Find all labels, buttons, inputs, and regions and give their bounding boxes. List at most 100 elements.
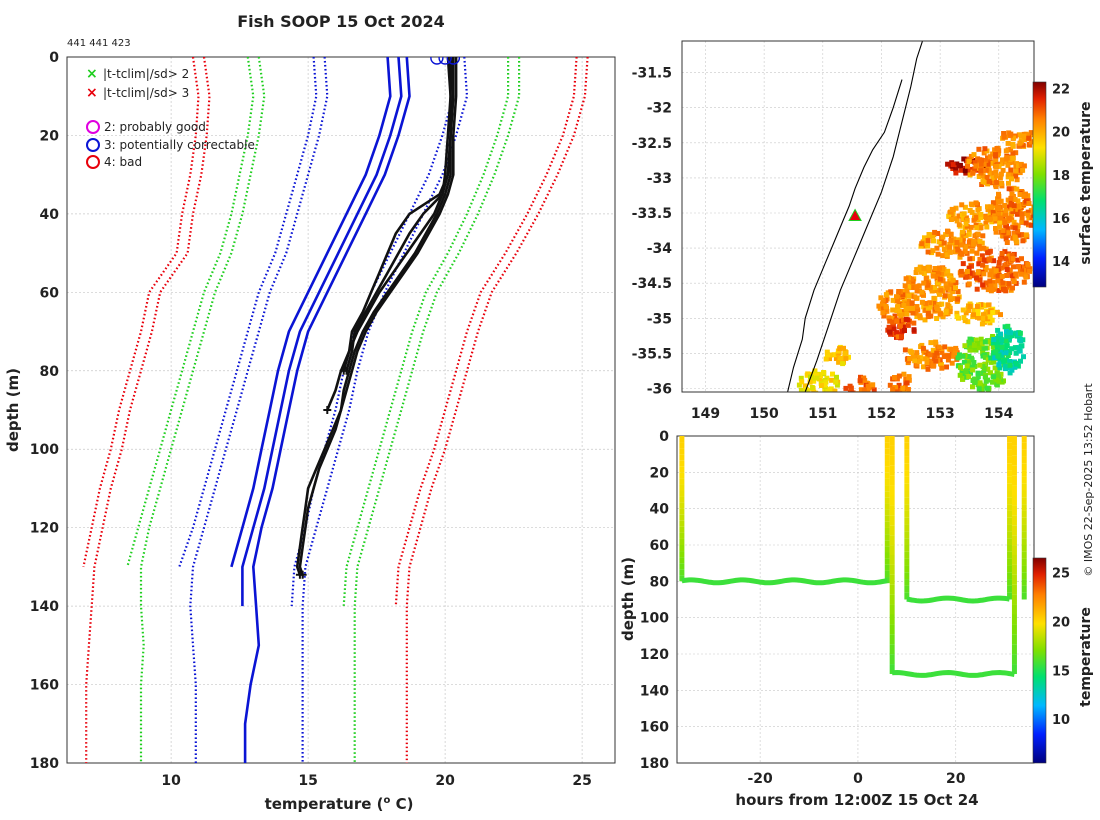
map-sst-cell bbox=[914, 288, 920, 294]
map-sst-cell bbox=[1003, 208, 1009, 214]
profile-ytick-label: 140 bbox=[30, 599, 59, 615]
profile-ylabel: depth (m) bbox=[4, 368, 22, 452]
map-sst-cell bbox=[1009, 367, 1015, 373]
map-sst-cell bbox=[1016, 163, 1021, 169]
map-sst-cell bbox=[979, 341, 985, 347]
map-sst-cell bbox=[1010, 256, 1016, 262]
map-sst-cell bbox=[932, 285, 938, 290]
map-sst-cell bbox=[919, 289, 925, 295]
map-sst-cell bbox=[1031, 204, 1034, 210]
map-sst-cell bbox=[1028, 130, 1034, 136]
map-sst-cell bbox=[831, 352, 837, 358]
map-sst-cell bbox=[899, 334, 904, 340]
map-sst-cell bbox=[994, 164, 1000, 170]
map-sst-cell bbox=[968, 370, 973, 376]
map-sst-cell bbox=[1015, 209, 1021, 215]
map-sst-cell bbox=[1011, 185, 1017, 191]
map-sst-cell bbox=[999, 157, 1005, 163]
map-sst-cell bbox=[964, 274, 970, 280]
legend-label-correctable: 3: potentially correctable bbox=[104, 138, 255, 152]
map-sst-cell bbox=[846, 354, 851, 360]
map-sst-cell bbox=[918, 355, 924, 361]
profile-series-clim-3sd-a bbox=[82, 57, 200, 568]
map-sst-cell bbox=[940, 253, 946, 259]
map-sst-cell bbox=[854, 394, 859, 399]
map-sst-cell bbox=[970, 384, 975, 390]
map-sst-cell bbox=[927, 300, 933, 306]
map-sst-cell bbox=[1008, 131, 1014, 137]
map-sst-cell bbox=[836, 359, 842, 365]
map-sst-cell bbox=[907, 356, 913, 362]
map-sst-cell bbox=[980, 262, 986, 268]
map-sst-cell bbox=[1005, 323, 1011, 329]
map-sst-cell bbox=[960, 261, 966, 267]
map-sst-cell bbox=[921, 265, 927, 271]
map-lat-tick-label: -32.5 bbox=[632, 136, 672, 152]
map-sst-cell bbox=[958, 242, 964, 248]
profile-qc-circle bbox=[438, 57, 452, 65]
map-sst-cell bbox=[975, 374, 981, 380]
map-sst-cell bbox=[997, 256, 1003, 262]
map-sst-cell bbox=[966, 308, 972, 313]
map-sst-cell bbox=[850, 390, 856, 392]
map-lat-tick-label: -35 bbox=[647, 311, 672, 327]
map-sst-cell bbox=[799, 379, 805, 385]
map-sst-cell bbox=[967, 270, 973, 276]
map-sst-cell bbox=[982, 146, 988, 152]
map-sst-cell bbox=[985, 377, 991, 383]
map-sst-cell bbox=[1003, 148, 1009, 154]
map-sst-cell bbox=[809, 393, 814, 398]
profile-id: 441 441 423 bbox=[67, 38, 131, 49]
map-sst-cell bbox=[944, 252, 950, 258]
map-panel: 149 150 151 152 153 154 -31.5 -32 -32.5 -33 -33.5 -… bbox=[632, 40, 1094, 422]
map-sst-cell bbox=[971, 152, 977, 158]
map-sst-cell bbox=[931, 295, 937, 301]
map-sst-cell bbox=[847, 383, 853, 389]
map-sst-cell bbox=[1006, 281, 1012, 287]
map-sst-cell bbox=[915, 307, 921, 313]
map-sst-cell bbox=[1016, 345, 1022, 351]
map-sst-cell bbox=[965, 163, 970, 169]
map-sst-cell bbox=[1018, 358, 1023, 364]
map-sst-cell bbox=[914, 314, 920, 319]
map-sst-cell bbox=[881, 313, 887, 319]
map-sst-cell bbox=[996, 264, 1002, 270]
map-sst-cell bbox=[985, 155, 990, 161]
map-sst-cell bbox=[991, 359, 997, 365]
map-sst-cell bbox=[962, 318, 968, 324]
map-sst-cell bbox=[1008, 195, 1014, 201]
map-sst-cell bbox=[913, 270, 919, 275]
map-sst-cell bbox=[966, 353, 972, 359]
map-sst-cell bbox=[986, 302, 991, 308]
map-lat-tick-label: -31.5 bbox=[632, 66, 672, 82]
profile-ytick-label: 40 bbox=[40, 207, 60, 223]
map-sst-cell bbox=[904, 380, 910, 386]
map-sst-cell bbox=[902, 299, 907, 304]
map-sst-cell bbox=[993, 156, 999, 162]
map-sst-cell bbox=[969, 202, 975, 208]
map-sst-cell bbox=[986, 256, 992, 262]
map-sst-cell bbox=[996, 148, 1002, 154]
map-sst-cell bbox=[994, 179, 1000, 185]
map-sst-cell bbox=[961, 315, 967, 321]
map-sst-cell bbox=[974, 304, 980, 309]
map-sst-cell bbox=[950, 277, 956, 283]
timeseries-colorbar-tick-label: 10 bbox=[1052, 713, 1070, 728]
map-sst-cell bbox=[896, 289, 902, 294]
map-sst-cell bbox=[1028, 222, 1034, 228]
map-sst-cell bbox=[1003, 236, 1009, 242]
map-sst-cell bbox=[983, 354, 988, 360]
map-sst-cell bbox=[981, 245, 987, 251]
map-sst-cell bbox=[827, 356, 832, 362]
map-sst-cell bbox=[931, 269, 937, 275]
map-sst-cell bbox=[980, 346, 985, 351]
map-sst-cell bbox=[822, 382, 828, 388]
map-sst-cell bbox=[952, 349, 958, 355]
map-sst-cell bbox=[965, 319, 971, 325]
map-sst-cell bbox=[977, 362, 983, 368]
map-sst-cell bbox=[972, 376, 978, 382]
map-sst-cell bbox=[1021, 133, 1027, 139]
map-sst-cell bbox=[1008, 202, 1014, 208]
profile-series-clim-1sd-b bbox=[189, 57, 329, 763]
